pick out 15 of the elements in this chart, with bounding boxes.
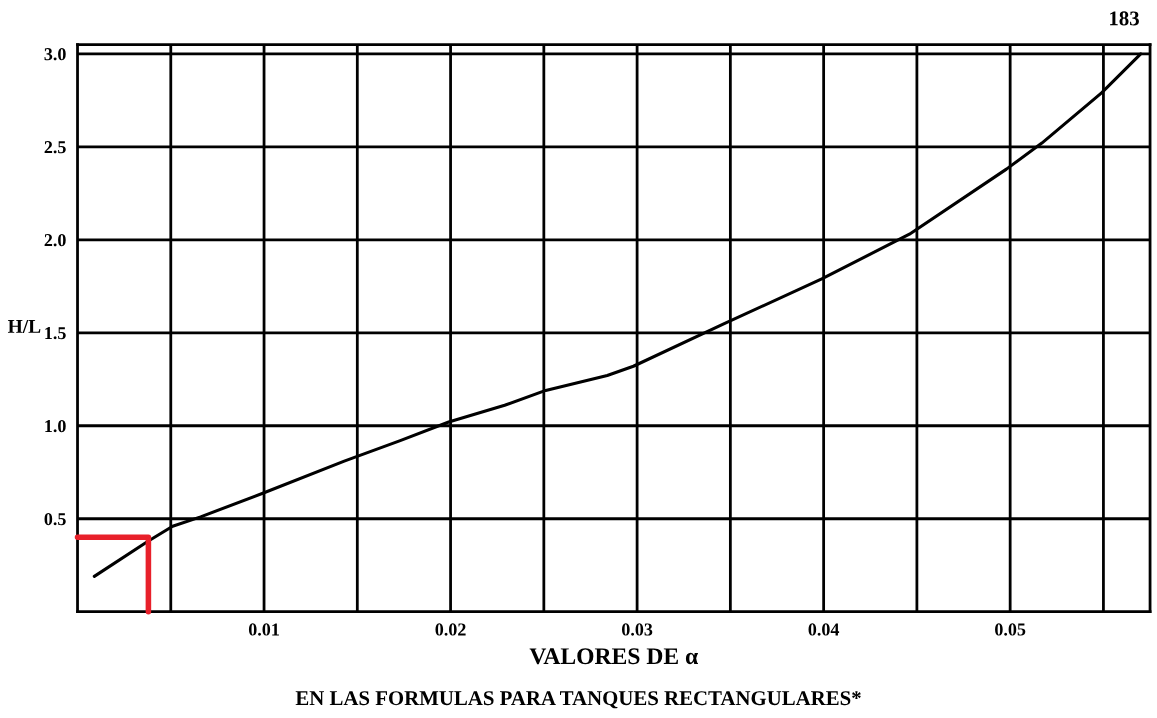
y-tick-label: 2.0	[44, 234, 66, 247]
text: EN LAS FORMULAS PARA TANQUES RECTANGULARES*	[295, 691, 861, 709]
y-tick-label: 1.5	[45, 327, 66, 340]
y-tick-label: 1.0	[45, 420, 66, 433]
y-axis-title: H/L	[7, 319, 41, 333]
x-tick-label: 0.02	[435, 623, 466, 636]
text: 183	[1110, 11, 1139, 26]
x-tick-label: 0.05	[995, 623, 1026, 636]
x-tick-label: 0.01	[248, 623, 279, 636]
x-tick-label: 0.04	[808, 623, 840, 636]
y-tick-label: 2.5	[44, 141, 66, 154]
y-tick-label: 0.5	[44, 513, 66, 526]
x-tick-label: 0.03	[621, 623, 653, 636]
x-axis-title: VALORES DE α	[529, 648, 698, 665]
y-tick-label: 3.0	[44, 48, 66, 61]
